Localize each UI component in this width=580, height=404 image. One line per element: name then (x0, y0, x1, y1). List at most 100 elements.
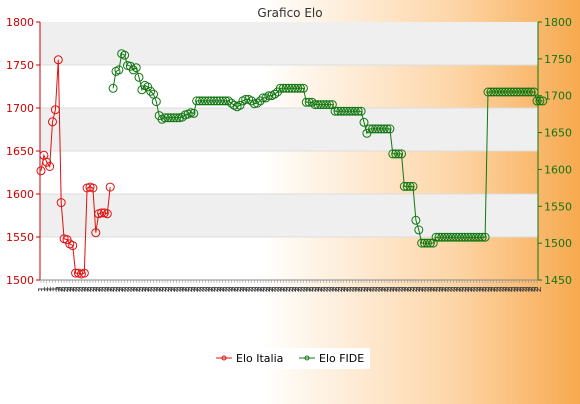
data-point-elo-fide (307, 97, 317, 107)
data-point-elo-fide (223, 96, 233, 106)
data-point-elo-fide (114, 65, 124, 75)
x-tick-label: 2 (461, 286, 472, 292)
data-point-elo-fide (195, 96, 205, 106)
data-point-elo-fide (394, 149, 404, 159)
chart-title: Grafico Elo (257, 6, 322, 20)
x-tick-label: 2 (285, 286, 296, 292)
grid-band (40, 108, 538, 151)
x-tick-label: 2 (77, 286, 88, 292)
x-tick-label: 2 (54, 286, 65, 292)
x-tick-label: 2 (438, 286, 449, 292)
legend-box (211, 348, 370, 369)
x-tick-label: 2 (426, 286, 437, 292)
data-point-elo-fide (428, 238, 438, 248)
data-point-elo-fide (405, 181, 415, 191)
x-tick-label: 2 (268, 286, 279, 292)
x-tick-label: 2 (507, 286, 518, 292)
x-tick-label: 2 (233, 286, 244, 292)
data-point-elo-fide (169, 113, 179, 123)
x-tick-label: 2 (357, 286, 368, 292)
data-point-elo-italia (71, 268, 81, 278)
x-tick-label: 2 (308, 286, 319, 292)
data-point-elo-fide (151, 97, 161, 107)
data-point-elo-fide (365, 124, 375, 134)
x-tick-label: 2 (374, 286, 385, 292)
x-tick-label: 2 (63, 286, 74, 292)
data-point-elo-fide (143, 82, 153, 92)
x-tick-label: 2 (236, 286, 247, 292)
data-point-elo-fide (388, 149, 398, 159)
x-tick-label: 2 (516, 286, 527, 292)
x-tick-label: 2 (294, 286, 305, 292)
data-point-elo-fide (215, 96, 225, 106)
x-tick-label: 2 (484, 286, 495, 292)
data-point-elo-fide (172, 113, 181, 123)
data-point-elo-fide (298, 83, 308, 93)
data-point-elo-fide (509, 87, 519, 97)
data-point-elo-fide (221, 96, 231, 106)
x-tick-label: 1 (43, 286, 54, 292)
x-tick-label: 2 (435, 286, 446, 292)
x-tick-label: 2 (222, 286, 233, 292)
x-tick-label: 2 (132, 286, 143, 292)
data-point-elo-fide (290, 83, 300, 93)
data-point-elo-fide (177, 112, 187, 122)
left-tick-label: 1600 (6, 188, 34, 201)
x-tick-label: 2 (470, 286, 481, 292)
x-tick-label: 2 (423, 286, 434, 292)
data-point-elo-fide (391, 149, 401, 159)
x-tick-label: 2 (395, 286, 406, 292)
data-point-elo-fide (443, 232, 453, 242)
x-tick-label: 2 (144, 286, 155, 292)
data-point-elo-fide (345, 106, 355, 116)
x-tick-label: 2 (446, 286, 457, 292)
x-tick-label: 2 (248, 286, 259, 292)
data-point-elo-fide (489, 87, 499, 97)
left-tick-label: 1700 (6, 102, 34, 115)
data-point-elo-fide (287, 83, 297, 93)
data-point-elo-fide (414, 225, 424, 235)
data-point-elo-fide (203, 96, 213, 106)
data-point-elo-fide (310, 100, 320, 110)
data-point-elo-fide (324, 100, 334, 110)
x-tick-label: 2 (89, 286, 100, 292)
data-point-elo-fide (532, 96, 542, 106)
data-point-elo-fide (397, 149, 406, 159)
x-tick-label: 2 (354, 286, 365, 292)
data-point-elo-fide (385, 124, 395, 134)
data-point-elo-italia (36, 166, 46, 176)
data-point-elo-fide (218, 96, 228, 106)
x-tick-label: 2 (204, 286, 215, 292)
x-tick-label: 2 (74, 286, 85, 292)
x-tick-label: 2 (498, 286, 509, 292)
data-point-elo-fide (437, 232, 447, 242)
data-point-elo-fide (471, 232, 481, 242)
right-tick-label: 1750 (544, 53, 572, 66)
data-point-elo-fide (399, 181, 409, 191)
data-point-elo-fide (209, 96, 219, 106)
x-tick-label: 2 (149, 286, 160, 292)
x-tick-label: 2 (196, 286, 207, 292)
x-tick-label: 2 (377, 286, 388, 292)
x-tick-label: 2 (475, 286, 486, 292)
x-tick-label: 2 (201, 286, 212, 292)
data-point-elo-fide (353, 106, 363, 116)
data-point-elo-fide (373, 124, 383, 134)
x-tick-label: 2 (325, 286, 336, 292)
data-point-elo-fide (134, 72, 144, 82)
x-tick-label: 2 (213, 286, 224, 292)
right-tick-label: 1450 (544, 274, 572, 287)
x-tick-label: 2 (331, 286, 342, 292)
data-point-elo-fide (339, 106, 349, 116)
x-tick-label: 2 (406, 286, 417, 292)
x-tick-label: 2 (472, 286, 483, 292)
x-tick-label: 2 (449, 286, 460, 292)
data-point-elo-fide (108, 83, 118, 93)
x-tick-label: 2 (366, 286, 377, 292)
data-point-elo-fide (247, 96, 256, 106)
x-tick-label: 2 (510, 286, 521, 292)
x-tick-label: 2 (173, 286, 184, 292)
x-tick-label: 2 (155, 286, 166, 292)
x-tick-label: 2 (279, 286, 290, 292)
data-point-elo-fide (526, 87, 536, 97)
